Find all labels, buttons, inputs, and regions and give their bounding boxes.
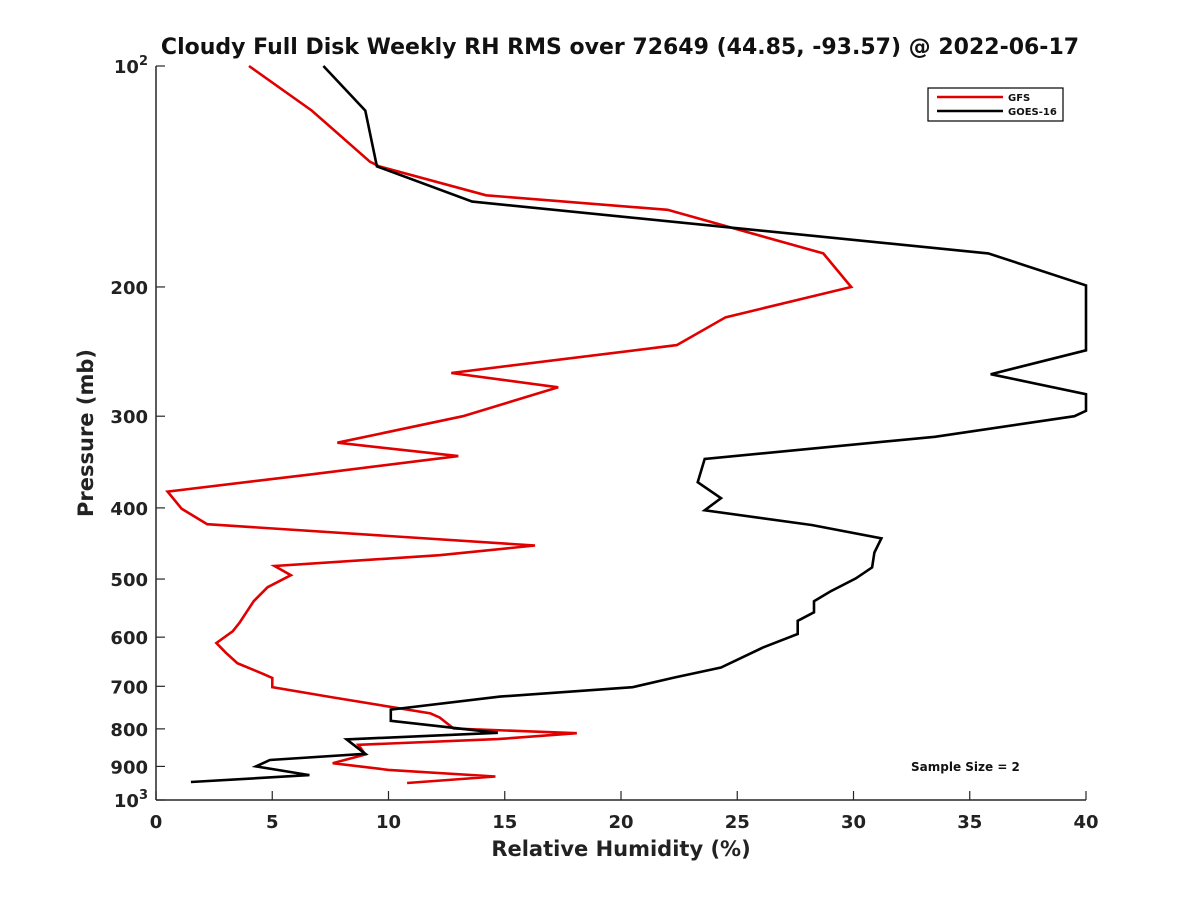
y-tick-label: 900 — [110, 757, 148, 778]
y-tick-label: 400 — [110, 499, 148, 520]
legend-label-gfs: GFS — [1008, 93, 1030, 104]
legend: GFS GOES-16 — [927, 87, 1064, 122]
x-axis-label: Relative Humidity (%) — [491, 837, 750, 861]
series-line-gfs — [165, 64, 854, 785]
y-tick-label: 500 — [110, 570, 148, 591]
plot-area — [156, 66, 1086, 800]
x-tick-label: 5 — [266, 812, 279, 833]
x-tick-label: 20 — [608, 812, 633, 833]
legend-box — [927, 87, 1064, 122]
x-tick-label: 35 — [957, 812, 982, 833]
y-ticks: 102 200 300 400 500 600 700 800 900 103 — [110, 54, 165, 812]
y-tick-label: 700 — [110, 677, 148, 698]
y-tick-label: 102 — [114, 54, 148, 78]
series-layer — [165, 64, 1088, 785]
chart-title: Cloudy Full Disk Weekly RH RMS over 7264… — [161, 35, 1079, 60]
y-tick-label: 200 — [110, 278, 148, 299]
sample-size-annotation: Sample Size = 2 — [911, 760, 1020, 774]
x-ticks: 0 5 10 15 20 25 30 35 40 — [150, 791, 1099, 833]
y-tick-label: 600 — [110, 628, 148, 649]
y-tick-label: 300 — [110, 407, 148, 428]
legend-label-goes16: GOES-16 — [1008, 107, 1057, 118]
x-tick-label: 30 — [841, 812, 866, 833]
series-line-goes16 — [190, 65, 1088, 784]
y-tick-label: 800 — [110, 720, 148, 741]
x-tick-label: 10 — [376, 812, 401, 833]
x-tick-label: 40 — [1073, 812, 1098, 833]
y-tick-label: 103 — [114, 788, 148, 812]
x-tick-label: 25 — [725, 812, 750, 833]
x-tick-label: 15 — [492, 812, 517, 833]
y-axis-label: Pressure (mb) — [74, 349, 98, 517]
x-tick-label: 0 — [150, 812, 163, 833]
